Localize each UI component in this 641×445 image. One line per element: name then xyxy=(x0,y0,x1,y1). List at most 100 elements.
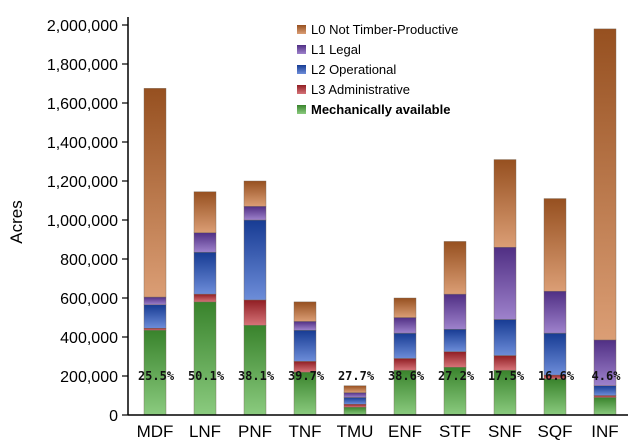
bar-segment-inf-mechanically-available xyxy=(593,397,617,416)
y-tick-label: 600,000 xyxy=(60,291,118,308)
legend-item-l0-not-timber-productive: L0 Not Timber-Productive xyxy=(297,22,458,37)
bar-segment-lnf-l0-not-timber-productive xyxy=(193,191,217,233)
bar-segment-pnf-l3-administrative xyxy=(243,299,267,326)
bar-segment-mdf-l0-not-timber-productive xyxy=(143,88,167,298)
bar-segment-lnf-l2-operational xyxy=(193,251,217,295)
bar-segment-inf-l3-administrative xyxy=(593,395,617,398)
bar-segment-tnf-l2-operational xyxy=(293,329,317,362)
y-tick-label: 1,000,000 xyxy=(47,213,118,230)
bar-lnf: 50.1% xyxy=(188,191,225,416)
x-tick-label-snf: SNF xyxy=(488,422,522,441)
bar-segment-tnf-l0-not-timber-productive xyxy=(293,301,317,322)
percent-label-enf: 38.6% xyxy=(388,369,425,383)
legend-swatch xyxy=(297,25,306,34)
legend-label: L1 Legal xyxy=(311,42,361,57)
bar-segment-pnf-l1-legal xyxy=(243,206,267,221)
bar-tmu: 27.7% xyxy=(338,369,375,416)
y-tick-label: 1,200,000 xyxy=(47,174,118,191)
bar-segment-stf-l0-not-timber-productive xyxy=(443,241,467,295)
percent-label-sqf: 16.6% xyxy=(538,369,575,383)
bar-segment-snf-l0-not-timber-productive xyxy=(493,159,517,248)
bar-segment-snf-l2-operational xyxy=(493,319,517,356)
bar-segment-lnf-mechanically-available xyxy=(193,301,217,416)
legend-item-mechanically-available: Mechanically available xyxy=(297,102,450,117)
y-tick-label: 200,000 xyxy=(60,369,118,386)
y-axis-label: Acres xyxy=(7,200,26,243)
x-axis: MDF LNF PNF TNF TMU ENF STF SNF SQF INF xyxy=(128,414,628,441)
bar-segment-lnf-l3-administrative xyxy=(193,293,217,303)
legend-item-l1-legal: L1 Legal xyxy=(297,42,361,57)
y-tick-label: 1,800,000 xyxy=(47,57,118,74)
legend-label: Mechanically available xyxy=(311,102,450,117)
bar-segment-sqf-mechanically-available xyxy=(543,378,567,416)
y-tick-label: 400,000 xyxy=(60,330,118,347)
percent-label-mdf: 25.5% xyxy=(138,369,175,383)
legend-label: L0 Not Timber-Productive xyxy=(311,22,458,37)
x-tick-label-tmu: TMU xyxy=(337,422,374,441)
bar-segment-enf-l2-operational xyxy=(393,332,417,359)
bar-segment-enf-l0-not-timber-productive xyxy=(393,297,417,318)
bar-segment-stf-l1-legal xyxy=(443,293,467,330)
bar-tnf: 39.7% xyxy=(288,301,325,416)
y-tick-label: 2,000,000 xyxy=(47,18,118,35)
bar-enf: 38.6% xyxy=(388,297,425,416)
percent-label-pnf: 38.1% xyxy=(238,369,275,383)
bar-segment-mdf-l3-administrative xyxy=(143,328,167,331)
legend-item-l3-administrative: L3 Administrative xyxy=(297,82,410,97)
bar-segment-pnf-l2-operational xyxy=(243,219,267,301)
bar-segment-tmu-l2-operational xyxy=(343,397,367,405)
bar-segment-mdf-l1-legal xyxy=(143,296,167,306)
bar-segment-enf-l1-legal xyxy=(393,317,417,334)
bar-pnf: 38.1% xyxy=(238,180,275,416)
x-tick-label-sqf: SQF xyxy=(538,422,573,441)
bar-segment-tnf-l1-legal xyxy=(293,321,317,331)
bar-snf: 17.5% xyxy=(488,159,525,416)
legend-label: L3 Administrative xyxy=(311,82,410,97)
bar-segment-snf-l1-legal xyxy=(493,247,517,320)
percent-label-inf: 4.6% xyxy=(592,369,622,383)
bar-segment-pnf-l0-not-timber-productive xyxy=(243,180,267,207)
legend: L0 Not Timber-Productive L1 Legal L2 Opera… xyxy=(297,22,458,117)
bar-inf: 4.6% xyxy=(592,28,622,416)
percent-label-lnf: 50.1% xyxy=(188,369,225,383)
bar-segment-tmu-l0-not-timber-productive xyxy=(343,385,367,393)
legend-swatch xyxy=(297,65,306,74)
y-tick-label: 1,400,000 xyxy=(47,135,118,152)
bar-segment-stf-l3-administrative xyxy=(443,351,467,368)
legend-label: L2 Operational xyxy=(311,62,396,77)
bar-stf: 27.2% xyxy=(438,241,475,416)
bar-segment-snf-l3-administrative xyxy=(493,355,517,371)
bar-segment-mdf-l2-operational xyxy=(143,304,167,329)
bar-segment-tmu-l1-legal xyxy=(343,392,367,398)
x-tick-label-stf: STF xyxy=(439,422,471,441)
bar-sqf: 16.6% xyxy=(538,198,575,416)
bar-mdf: 25.5% xyxy=(138,88,175,416)
x-tick-label-inf: INF xyxy=(591,422,618,441)
bar-segment-tmu-mechanically-available xyxy=(343,407,367,416)
percent-label-stf: 27.2% xyxy=(438,369,475,383)
legend-swatch xyxy=(297,105,306,114)
bar-segment-inf-l2-operational xyxy=(593,385,617,396)
x-tick-label-lnf: LNF xyxy=(189,422,221,441)
bar-segment-tmu-l3-administrative xyxy=(343,404,367,408)
percent-label-tmu: 27.7% xyxy=(338,369,375,383)
y-tick-label: 800,000 xyxy=(60,252,118,269)
percent-label-snf: 17.5% xyxy=(488,369,525,383)
bar-segment-lnf-l1-legal xyxy=(193,232,217,253)
y-axis: 0 200,000 400,000 600,000 800,000 1,000,000 1,… xyxy=(47,17,129,425)
bar-segment-inf-l0-not-timber-productive xyxy=(593,28,617,341)
percent-label-tnf: 39.7% xyxy=(288,369,325,383)
x-tick-label-enf: ENF xyxy=(388,422,422,441)
bar-segment-sqf-l1-legal xyxy=(543,290,567,334)
legend-swatch xyxy=(297,85,306,94)
legend-swatch xyxy=(297,45,306,54)
x-tick-label-tnf: TNF xyxy=(288,422,321,441)
x-tick-label-mdf: MDF xyxy=(137,422,174,441)
bar-segment-sqf-l0-not-timber-productive xyxy=(543,198,567,292)
x-tick-label-pnf: PNF xyxy=(238,422,272,441)
y-tick-label: 0 xyxy=(109,408,118,425)
y-tick-label: 1,600,000 xyxy=(47,96,118,113)
bar-segment-stf-l2-operational xyxy=(443,329,467,352)
bars: 25.5% 50.1% 38.1% 39.7% 27.7% 38.6% 27.2% 17.5%… xyxy=(138,28,622,416)
